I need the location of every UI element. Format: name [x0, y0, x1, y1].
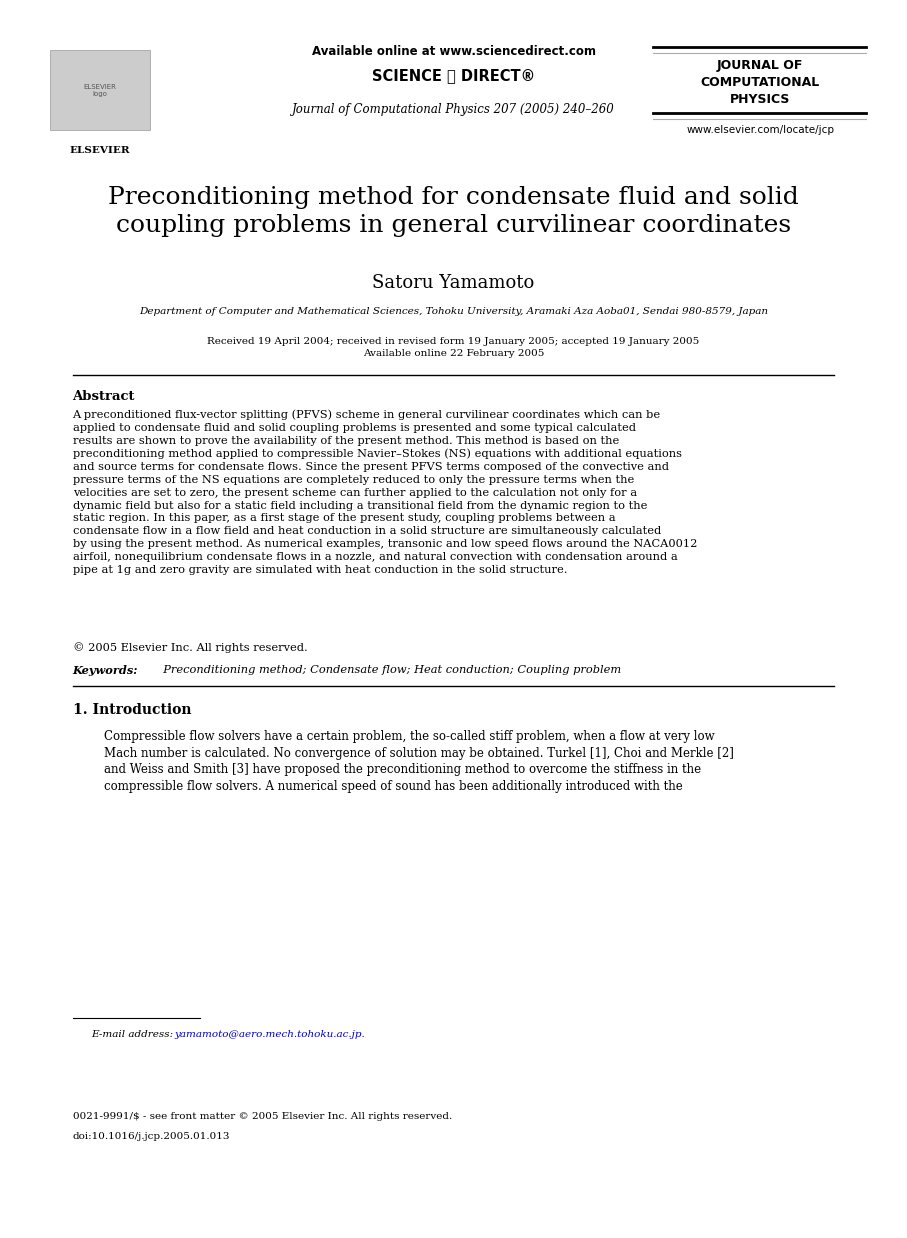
Text: A preconditioned flux-vector splitting (PFVS) scheme in general curvilinear coor: A preconditioned flux-vector splitting (… — [73, 410, 697, 574]
Text: © 2005 Elsevier Inc. All rights reserved.: © 2005 Elsevier Inc. All rights reserved… — [73, 643, 307, 654]
Text: 0021-9991/$ - see front matter © 2005 Elsevier Inc. All rights reserved.: 0021-9991/$ - see front matter © 2005 El… — [73, 1112, 452, 1120]
Text: Abstract: Abstract — [73, 390, 135, 404]
Text: Compressible flow solvers have a certain problem, the so-called stiff problem, w: Compressible flow solvers have a certain… — [104, 730, 734, 792]
Text: Department of Computer and Mathematical Sciences, Tohoku University, Aramaki Aza: Department of Computer and Mathematical … — [139, 307, 768, 316]
Text: SCIENCE ⓐ DIRECT®: SCIENCE ⓐ DIRECT® — [372, 68, 535, 83]
Bar — [50, 50, 150, 130]
Text: Keywords:: Keywords: — [73, 665, 138, 676]
Text: Available online at www.sciencedirect.com: Available online at www.sciencedirect.co… — [311, 45, 596, 58]
Text: JOURNAL OF
COMPUTATIONAL
PHYSICS: JOURNAL OF COMPUTATIONAL PHYSICS — [700, 59, 820, 106]
Text: www.elsevier.com/locate/jcp: www.elsevier.com/locate/jcp — [686, 125, 834, 135]
Text: E-mail address:: E-mail address: — [91, 1030, 173, 1039]
Text: Journal of Computational Physics 207 (2005) 240–260: Journal of Computational Physics 207 (20… — [292, 103, 615, 116]
Text: ELSEVIER
logo: ELSEVIER logo — [83, 84, 116, 97]
Text: Preconditioning method; Condensate flow; Heat conduction; Coupling problem: Preconditioning method; Condensate flow;… — [156, 665, 621, 675]
Text: yamamoto@aero.mech.tohoku.ac.jp.: yamamoto@aero.mech.tohoku.ac.jp. — [174, 1030, 365, 1039]
Text: Satoru Yamamoto: Satoru Yamamoto — [373, 274, 534, 292]
Text: ELSEVIER: ELSEVIER — [70, 146, 130, 155]
Text: Received 19 April 2004; received in revised form 19 January 2005; accepted 19 Ja: Received 19 April 2004; received in revi… — [208, 337, 699, 358]
Text: Preconditioning method for condensate fluid and solid
coupling problems in gener: Preconditioning method for condensate fl… — [108, 186, 799, 238]
Text: doi:10.1016/j.jcp.2005.01.013: doi:10.1016/j.jcp.2005.01.013 — [73, 1132, 230, 1140]
Text: 1. Introduction: 1. Introduction — [73, 703, 191, 717]
